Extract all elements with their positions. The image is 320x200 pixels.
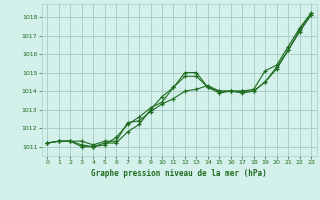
X-axis label: Graphe pression niveau de la mer (hPa): Graphe pression niveau de la mer (hPa) [91, 169, 267, 178]
